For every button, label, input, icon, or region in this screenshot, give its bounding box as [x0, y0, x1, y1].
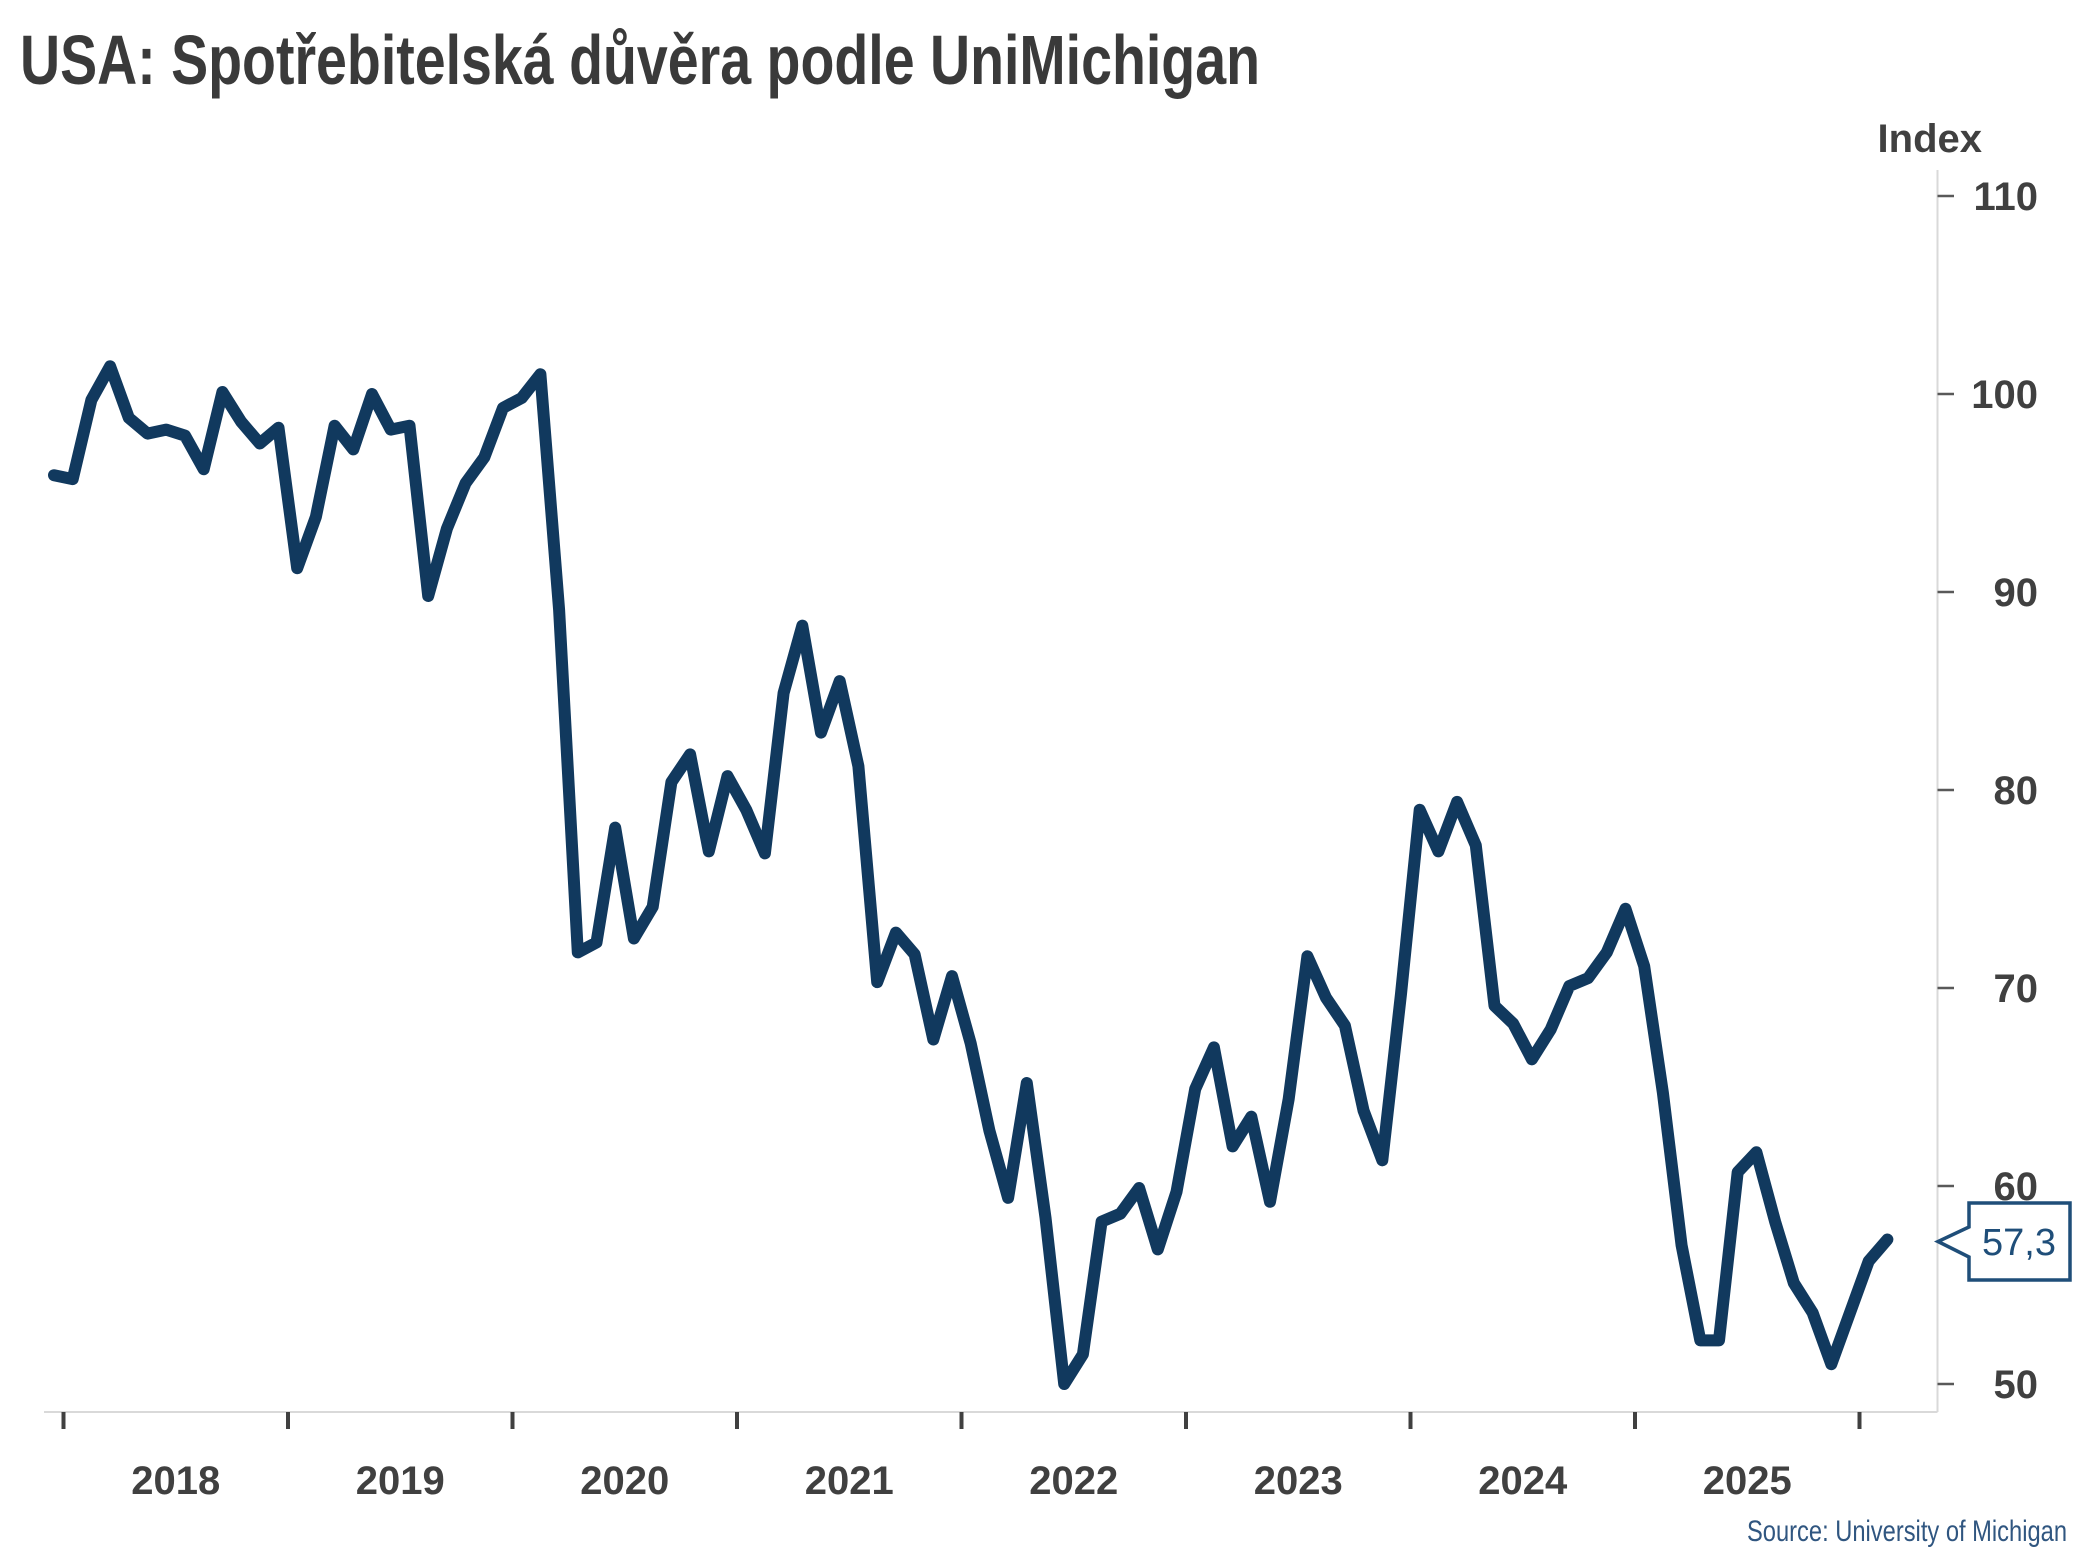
x-year-label-2020: 2020 [580, 1459, 669, 1503]
x-axis-ticks [61, 1412, 1862, 1429]
last-value-label: 57,3 [1982, 1222, 2056, 1264]
chart-title: USA: Spotřebitelská důvěra podle UniMich… [20, 21, 1260, 99]
last-value-callout [1933, 1201, 2072, 1282]
x-year-label-2024: 2024 [1478, 1459, 1568, 1503]
y-tick-label-80: 80 [1994, 769, 2039, 813]
y-tick-label-70: 70 [1994, 967, 2039, 1011]
x-year-label-2025: 2025 [1703, 1459, 1792, 1503]
y-axis-ticks [1937, 194, 1954, 1386]
x-year-label-2018: 2018 [131, 1459, 220, 1503]
y-axis-title: Index [1878, 117, 1982, 161]
x-year-label-2019: 2019 [356, 1459, 445, 1503]
y-tick-label-110: 110 [1973, 175, 2038, 219]
source-note: Source: University of Michigan [1747, 1515, 2067, 1548]
sentiment-line [48, 360, 1894, 1390]
y-tick-label-50: 50 [1994, 1363, 2039, 1407]
y-tick-label-100: 100 [1971, 373, 2038, 417]
x-year-label-2022: 2022 [1029, 1459, 1118, 1503]
y-tick-label-90: 90 [1994, 571, 2039, 615]
x-year-label-2021: 2021 [805, 1459, 894, 1503]
x-year-label-2023: 2023 [1254, 1459, 1343, 1503]
x-axis-year-labels: 2018 2019 2020 2021 2022 2023 2024 2025 [131, 1459, 1791, 1503]
